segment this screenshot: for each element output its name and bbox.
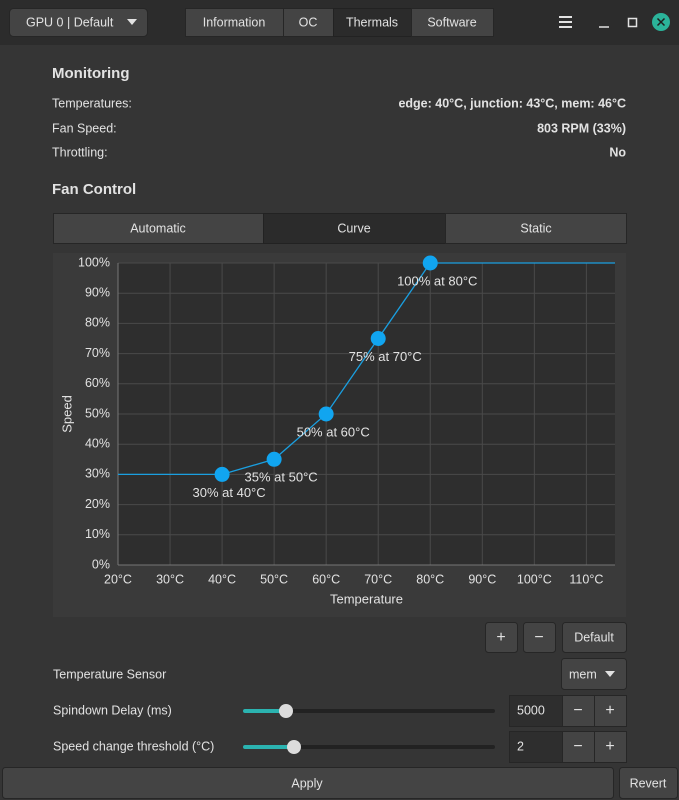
mode-button[interactable]: [53, 213, 264, 244]
x-tick-label: 100°C: [517, 572, 552, 586]
row-label: Throttling:: [52, 145, 108, 159]
point-label: 30% at 40°C: [193, 485, 266, 500]
point-label: 75% at 70°C: [349, 349, 422, 364]
button-label: Revert: [630, 776, 667, 790]
x-tick-label: 90°C: [468, 572, 496, 586]
tab[interactable]: [283, 8, 334, 37]
slider-knob[interactable]: [287, 740, 301, 754]
spin-entry[interactable]: [509, 695, 563, 727]
tab-label: Software: [427, 15, 476, 29]
gpu-dropdown[interactable]: [9, 8, 148, 37]
decrement-button[interactable]: [562, 731, 595, 763]
increment-button[interactable]: [594, 731, 627, 763]
tab-active[interactable]: [333, 8, 412, 37]
setting-label: Speed change threshold (°C): [53, 739, 214, 753]
y-tick-label: 0%: [92, 557, 110, 571]
button-label: Default: [574, 630, 614, 644]
mode-button-active[interactable]: [263, 213, 446, 244]
point-label: 35% at 50°C: [245, 470, 318, 485]
tab[interactable]: [411, 8, 494, 37]
setting-label: Spindown Delay (ms): [53, 703, 172, 717]
x-tick-label: 50°C: [260, 572, 288, 586]
button-label: +: [605, 738, 614, 755]
dropdown-arrow: [605, 671, 615, 677]
row-value: No: [609, 145, 626, 159]
mode-label: Curve: [337, 221, 370, 235]
button-label: Apply: [291, 776, 323, 790]
row-value: edge: 40°C, junction: 43°C, mem: 46°C: [398, 96, 626, 110]
button-label: −: [573, 738, 582, 755]
row-label: Temperatures:: [52, 96, 132, 110]
revert-button[interactable]: [619, 767, 678, 799]
decrement-button[interactable]: [562, 695, 595, 727]
setting-label: Temperature Sensor: [53, 667, 166, 681]
tab-label: Thermals: [346, 15, 398, 29]
sensor-value: mem: [569, 667, 597, 681]
x-tick-label: 60°C: [312, 572, 340, 586]
y-tick-label: 60%: [85, 376, 110, 390]
row-label: Fan Speed:: [52, 121, 117, 135]
x-tick-label: 20°C: [104, 572, 132, 586]
default-button[interactable]: [562, 622, 627, 653]
y-tick-label: 40%: [85, 436, 110, 450]
apply-button[interactable]: [2, 767, 614, 799]
curve-point[interactable]: [266, 451, 282, 467]
curve-point[interactable]: [370, 331, 386, 346]
slider-knob[interactable]: [279, 704, 293, 718]
row-value: 803 RPM (33%): [537, 121, 626, 135]
curve-point[interactable]: [318, 406, 334, 422]
tab-label: Information: [203, 15, 266, 29]
slider-fill: [243, 709, 286, 713]
point-label: 50% at 60°C: [297, 424, 370, 439]
x-tick-label: 40°C: [208, 572, 236, 586]
maximize-button[interactable]: [627, 17, 638, 28]
close-icon: [656, 17, 666, 27]
button-label: +: [496, 629, 505, 646]
add-point-button[interactable]: [485, 622, 518, 653]
mode-button[interactable]: [445, 213, 627, 244]
tab-label: OC: [299, 15, 318, 29]
y-tick-label: 20%: [85, 497, 110, 511]
spin-value: 5000: [517, 703, 545, 717]
point-label: 100% at 80°C: [397, 273, 477, 288]
menu-icon[interactable]: [559, 16, 572, 28]
fan-curve-chart: 0% 10% 20% 30% 40% 50% 60% 70% 80% 90% 100% 20°C 30°…: [59, 255, 615, 606]
y-tick-label: 10%: [85, 527, 110, 541]
curve-point[interactable]: [422, 255, 438, 271]
slider-track: [243, 745, 495, 749]
slider-fill: [243, 745, 294, 749]
sensor-dropdown[interactable]: [561, 658, 627, 690]
y-tick-label: 50%: [85, 406, 110, 420]
x-axis-label: Temperature: [330, 591, 403, 606]
y-axis-label: Speed: [59, 395, 74, 433]
section-title: Monitoring: [52, 65, 129, 82]
slider-track: [243, 709, 495, 713]
y-tick-label: 30%: [85, 467, 110, 481]
remove-point-button[interactable]: [523, 622, 556, 653]
section-title: Fan Control: [52, 181, 136, 198]
button-label: +: [605, 702, 614, 719]
mode-label: Static: [520, 221, 551, 235]
gpu-label: GPU 0 | Default: [26, 15, 114, 29]
button-label: −: [573, 702, 582, 719]
curve-point[interactable]: [214, 466, 230, 482]
y-tick-label: 70%: [85, 346, 110, 360]
x-tick-label: 30°C: [156, 572, 184, 586]
x-tick-label: 70°C: [364, 572, 392, 586]
spin-value: 2: [517, 739, 524, 753]
button-label: −: [534, 629, 543, 646]
mode-label: Automatic: [130, 221, 186, 235]
increment-button[interactable]: [594, 695, 627, 727]
y-tick-label: 90%: [85, 285, 110, 299]
x-tick-label: 110°C: [569, 572, 603, 586]
y-tick-label: 80%: [85, 316, 110, 330]
y-tick-label: 100%: [78, 255, 110, 269]
dropdown-arrow: [127, 19, 137, 25]
x-tick-label: 80°C: [416, 572, 444, 586]
